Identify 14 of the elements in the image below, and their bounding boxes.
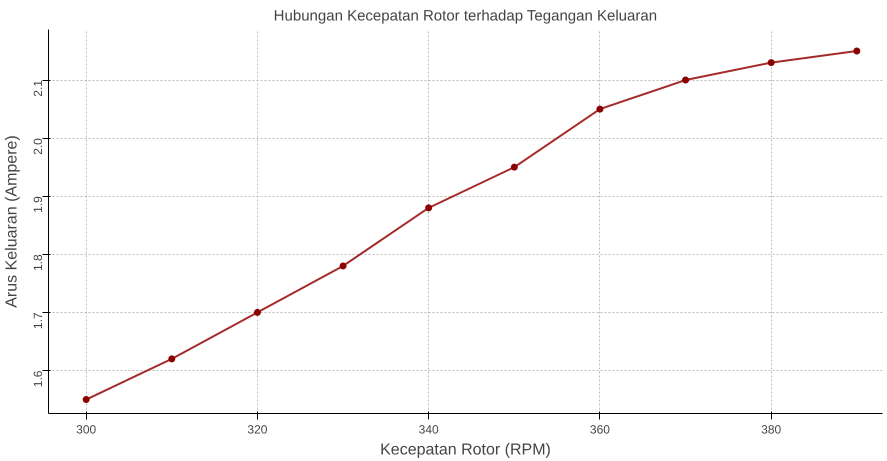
y-tick-label: 1.6 <box>31 370 45 388</box>
x-tick-label: 360 <box>590 422 610 436</box>
y-tick-label: 1.9 <box>31 196 45 213</box>
y-tick-label: 1.8 <box>31 254 45 272</box>
chart-title: Hubungan Kecepatan Rotor terhadap Tegangan Keluaran <box>274 8 658 24</box>
y-tick-label: 2.0 <box>31 138 45 155</box>
x-tick-label: 340 <box>418 422 440 436</box>
y-tick-label: 1.7 <box>31 312 45 330</box>
x-tick-label: 300 <box>76 422 97 436</box>
x-tick-label: 320 <box>247 422 268 436</box>
y-tick-label: 2.1 <box>31 80 45 97</box>
x-tick-label: 380 <box>761 422 782 436</box>
x-axis-title: Kecepatan Rotor (RPM) <box>380 442 551 458</box>
y-axis-title: Arus Keluaran (Ampere) <box>4 135 20 308</box>
